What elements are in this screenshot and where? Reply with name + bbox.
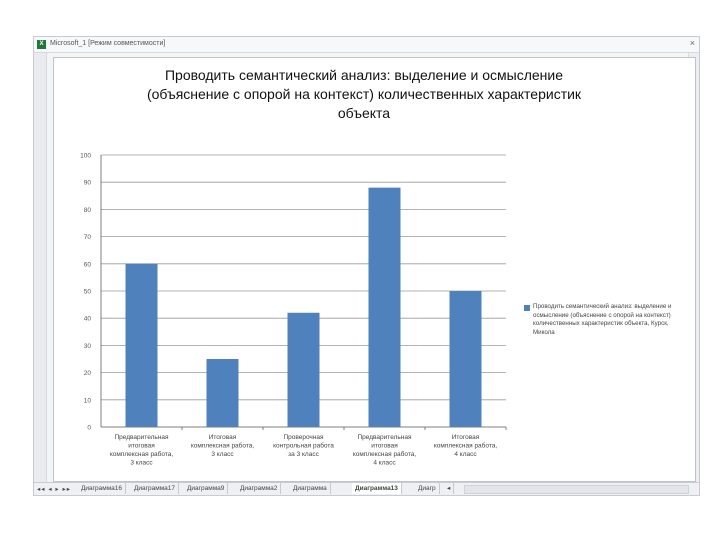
y-tick-label: 30 xyxy=(84,343,92,350)
sheet-tab[interactable]: Диаграмма9 xyxy=(184,483,229,494)
chart-title: Проводить семантический анализ: выделени… xyxy=(134,66,594,123)
bar xyxy=(368,187,401,427)
bar xyxy=(125,263,158,427)
legend-label: Проводить семантический анализ: выделени… xyxy=(533,303,672,336)
sheet-tab[interactable]: Диаграмма xyxy=(290,483,331,494)
chart-title-line-3: объекта xyxy=(337,105,391,121)
chart-title-line-1: Проводить семантический анализ: выделени… xyxy=(164,67,563,83)
sheet-tab-active[interactable]: Диаграмма13 xyxy=(352,483,402,494)
row-header-strip xyxy=(34,53,47,483)
tab-scroll-icon[interactable]: ◂ xyxy=(444,483,455,494)
chart-area[interactable]: 100 90 80 70 60 50 40 30 20 10 0 Предварительная ито… xyxy=(53,57,696,482)
bar xyxy=(287,312,320,427)
legend-swatch xyxy=(524,305,530,311)
y-tick-label: 80 xyxy=(84,207,92,214)
chart-title-line-2: (объяснение с опорой на контекст) количе… xyxy=(146,86,582,102)
x-tick-label: Проверочная контрольная работа за 3 класс xyxy=(273,434,334,458)
y-tick-label: 50 xyxy=(84,289,92,296)
excel-icon: X xyxy=(37,40,46,49)
x-tick-label: Предварительная итоговая комплексная работ… xyxy=(353,434,417,467)
sheet-tab[interactable]: Диаграмма2 xyxy=(237,483,282,494)
bar xyxy=(206,359,239,427)
y-tick-label: 20 xyxy=(84,370,92,377)
y-tick-label: 10 xyxy=(84,397,92,404)
y-tick-label: 90 xyxy=(84,180,92,187)
y-tick-label: 0 xyxy=(87,425,91,432)
chart-legend: Проводить семантический анализ: выделени… xyxy=(524,303,692,337)
sheet-tab[interactable]: Диаграмма17 xyxy=(131,483,180,494)
sheet-tab[interactable]: Диагр xyxy=(415,483,440,494)
window-title: Microsoft_1 [Режим совместимости] xyxy=(50,40,166,47)
close-icon[interactable]: × xyxy=(689,38,695,48)
window-titlebar: X Microsoft_1 [Режим совместимости] × xyxy=(34,37,699,53)
sheet-tab[interactable]: Диаграмма16 xyxy=(78,483,127,494)
y-tick-label: 40 xyxy=(84,316,92,323)
x-tick-label: Итоговая комплексная работа, 4 класс xyxy=(434,434,498,458)
y-tick-label: 100 xyxy=(80,153,91,160)
sheet-tab-bar: ◂◂ ◂ ▸ ▸▸ Диаграмма16 Диаграмма17 Диагра… xyxy=(34,482,699,495)
horizontal-scrollbar[interactable] xyxy=(464,485,689,494)
bar xyxy=(449,291,482,427)
x-tick-label: Итоговая комплексная работа, 3 класс xyxy=(191,434,255,458)
sheet-nav-arrows[interactable]: ◂◂ ◂ ▸ ▸▸ xyxy=(37,486,71,493)
excel-window: X Microsoft_1 [Режим совместимости] × 10… xyxy=(33,36,700,496)
y-tick-label: 70 xyxy=(84,234,92,241)
y-tick-label: 60 xyxy=(84,261,92,268)
x-tick-label: Предварительная итоговая комплексная работ… xyxy=(110,434,174,467)
